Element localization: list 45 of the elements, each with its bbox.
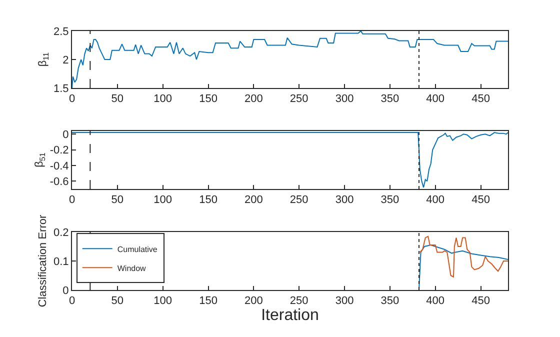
y-tick-label: -0.4: [50, 160, 69, 172]
y-tick-label: -0.6: [50, 176, 69, 188]
x-tick-label: 400: [426, 295, 445, 308]
x-tick-label: 350: [380, 93, 400, 106]
x-tick-label: 300: [335, 93, 354, 106]
x-tick-label: 200: [244, 295, 263, 308]
y-tick-label: 0.2: [54, 226, 69, 239]
legend-label: Cumulative: [117, 244, 158, 254]
x-tick-label: 250: [290, 295, 308, 308]
x-tick-label: 400: [426, 194, 445, 206]
x-tick-label: 250: [290, 194, 308, 206]
x-tick-label: 200: [244, 93, 263, 106]
line-series: [72, 31, 508, 88]
x-tick-label: 50: [111, 194, 124, 206]
x-axis-title: Iteration: [261, 307, 319, 324]
line-series: [72, 132, 508, 188]
x-tick-label: 350: [380, 295, 400, 308]
y-axis-title: Classification Error: [37, 214, 50, 308]
x-tick-label: 150: [199, 93, 218, 106]
x-tick-label: 300: [335, 295, 354, 308]
x-tick-label: 50: [111, 295, 124, 308]
x-tick-label: 100: [154, 93, 172, 106]
x-tick-label: 150: [199, 194, 218, 206]
x-tick-label: 150: [199, 295, 218, 308]
x-tick-label: 50: [111, 93, 124, 106]
x-tick-label: 100: [154, 295, 172, 308]
x-tick-label: 450: [472, 93, 490, 106]
line-series: [418, 244, 508, 290]
y-tick-label: 0: [62, 128, 69, 141]
x-tick-label: 400: [426, 93, 445, 106]
y-tick-label: -0.2: [50, 144, 69, 157]
y-tick-label: 2.5: [54, 26, 69, 38]
x-tick-label: 300: [335, 194, 354, 206]
x-tick-label: 450: [472, 295, 490, 308]
x-tick-label: 350: [380, 194, 400, 206]
x-tick-label: 100: [154, 194, 172, 206]
x-tick-label: 200: [244, 194, 263, 206]
y-tick-label: 2: [62, 54, 69, 66]
x-tick-label: 450: [472, 194, 490, 206]
y-tick-label: 1.5: [54, 82, 69, 95]
y-tick-label: 0: [62, 284, 69, 297]
y-tick-label: 0.1: [54, 256, 69, 268]
x-tick-label: 250: [290, 93, 308, 106]
legend-label: Window: [117, 264, 146, 273]
line-series: [419, 236, 508, 278]
